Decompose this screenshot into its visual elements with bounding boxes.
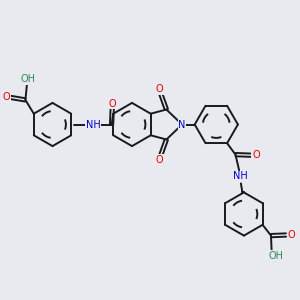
Text: NH: NH — [233, 171, 248, 181]
Text: N: N — [178, 119, 186, 130]
Text: NH: NH — [86, 119, 101, 130]
Text: OH: OH — [21, 74, 36, 85]
Text: O: O — [287, 230, 295, 240]
Text: O: O — [252, 150, 260, 160]
Text: O: O — [156, 84, 164, 94]
Text: O: O — [3, 92, 10, 103]
Text: O: O — [108, 98, 116, 109]
Text: O: O — [156, 155, 164, 165]
Text: OH: OH — [268, 251, 284, 261]
